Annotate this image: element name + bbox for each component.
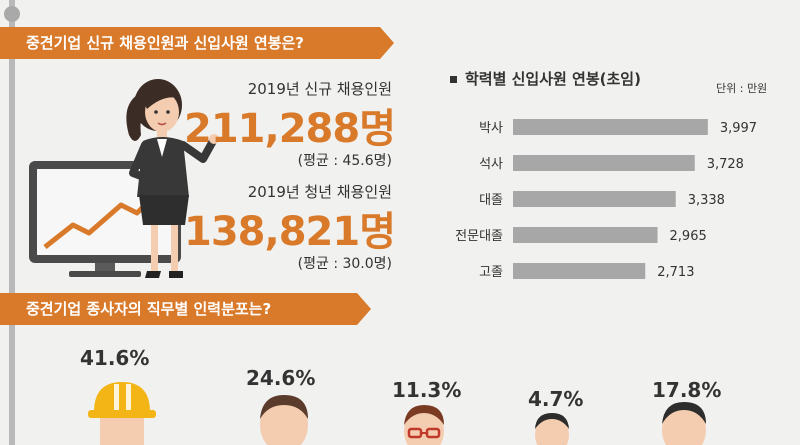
bar-category-label: 박사 — [479, 121, 503, 136]
bar — [513, 263, 646, 279]
timeline-dot — [4, 6, 20, 22]
section1-title: 중견기업 신규 채용인원과 신입사원 연봉은? — [26, 34, 304, 52]
chart-unit: 단위 : 만원 — [716, 82, 768, 95]
bar-category-label: 전문대졸 — [455, 229, 503, 244]
chart-title: 학력별 신입사원 연봉(초임) — [450, 68, 641, 89]
bar-value-label: 3,338 — [688, 193, 725, 208]
pct-3: 11.3% — [392, 378, 462, 402]
pct-4: 4.7% — [528, 387, 584, 411]
bar-value-label: 3,997 — [720, 121, 757, 136]
pct-5: 17.8% — [652, 378, 722, 402]
pct-2: 24.6% — [246, 366, 316, 390]
section2-title: 중견기업 종사자의 직무별 인력분포는? — [26, 300, 272, 318]
bar — [513, 155, 695, 171]
hardhat-worker-icon — [88, 382, 156, 445]
bar — [513, 227, 658, 243]
illustration — [29, 79, 219, 278]
youth-hires-avg: (평균 : 30.0명) — [297, 256, 392, 272]
new-hires-avg: (평균 : 45.6명) — [297, 153, 392, 169]
bar-value-label: 2,965 — [670, 229, 707, 244]
bar-value-label: 3,728 — [707, 157, 744, 172]
pct-1: 41.6% — [80, 346, 150, 370]
salary-bar-chart: 박사 3,997 석사 3,728 대졸 3,338 전문대졸 2,965 고졸 2,713 — [455, 119, 757, 280]
youth-hires-label: 2019년 청년 채용인원 — [247, 183, 392, 201]
bar-category-label: 석사 — [479, 157, 503, 172]
chart-title-text: 학력별 신입사원 연봉(초임) — [465, 70, 641, 88]
businesswoman-icon — [126, 79, 219, 278]
office-worker-icon — [260, 395, 308, 445]
bullet-icon — [450, 76, 457, 83]
young-worker-icon — [535, 413, 569, 445]
bar-value-label: 2,713 — [657, 265, 694, 280]
youth-hires-value: 138,821명 — [184, 209, 396, 255]
bar-category-label: 고졸 — [479, 265, 503, 280]
bar-category-label: 대졸 — [479, 193, 503, 208]
new-hires-label: 2019년 신규 채용인원 — [247, 80, 392, 98]
timeline-line — [9, 0, 15, 445]
section1-banner: 중견기업 신규 채용인원과 신입사원 연봉은? — [0, 27, 394, 59]
glasses-worker-icon — [404, 405, 444, 445]
manager-worker-icon — [662, 402, 706, 445]
section2-banner: 중견기업 종사자의 직무별 인력분포는? — [0, 293, 371, 325]
bar — [513, 191, 676, 207]
bar — [513, 119, 708, 135]
new-hires-value: 211,288명 — [184, 106, 396, 152]
